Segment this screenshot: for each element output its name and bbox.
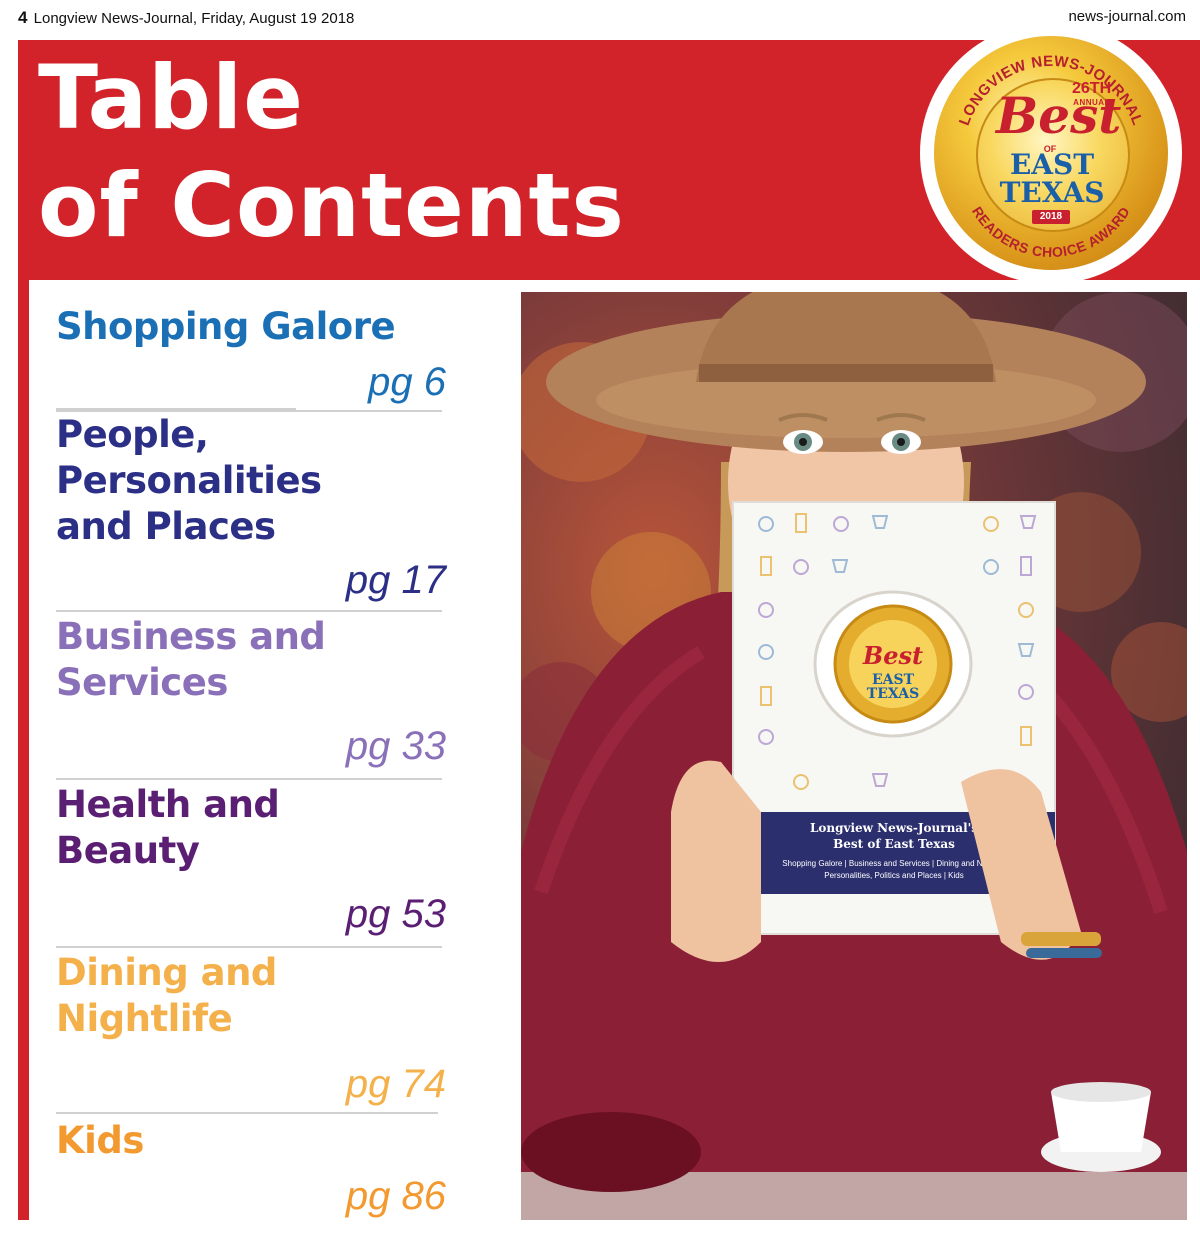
badge-east: EAST: [1009, 148, 1095, 181]
toc-page-ref: pg 6: [368, 360, 446, 404]
toc-entry-health[interactable]: Health and Beauty pg 53: [56, 782, 446, 936]
toc-section-title: Dining and Nightlife: [56, 950, 446, 1042]
book-title-line-2: Best of East Texas: [833, 837, 955, 851]
badge-annual-number: 26TH: [1072, 80, 1112, 97]
badge-of: OF: [1043, 144, 1057, 154]
badge-best: Best: [996, 86, 1122, 145]
toc-title-line: Beauty: [56, 829, 200, 872]
page-title: Table of Contents: [38, 44, 625, 260]
book-categories-line-1: Shopping Galore | Business and Services …: [782, 859, 1006, 868]
toc-section-title: Health and Beauty: [56, 782, 446, 874]
toc-page-ref: pg 17: [345, 558, 446, 602]
toc-title-line: Services: [56, 661, 228, 704]
book-medal-best: Best: [862, 641, 923, 670]
toc-title-line: Personalities: [56, 459, 322, 502]
toc-title-line: People,: [56, 413, 209, 456]
toc-divider: [56, 946, 442, 948]
toc-entry-people[interactable]: People, Personalities and Places pg 17: [56, 412, 446, 602]
cover-photo: Best EAST TEXAS Longview News-Journal's …: [521, 292, 1187, 1220]
toc-title-line: Nightlife: [56, 997, 233, 1040]
toc-section-title: Business and Services: [56, 614, 446, 706]
book-medal-east: EAST: [872, 672, 915, 688]
toc-entry-dining[interactable]: Dining and Nightlife pg 74: [56, 950, 446, 1106]
toc-divider-faint: [56, 410, 442, 412]
toc-title-line: Kids: [56, 1119, 144, 1162]
book-medal-texas: TEXAS: [867, 686, 919, 702]
badge-annual-word: ANNUAL: [1073, 98, 1110, 107]
badge-inner-disc: [976, 78, 1130, 232]
cover-photo-illustration: Best EAST TEXAS Longview News-Journal's …: [521, 292, 1187, 1220]
toc-title-line: Business and: [56, 615, 326, 658]
badge-annual: 26TH ANNUAL: [1072, 80, 1112, 110]
publication-line: Longview News-Journal, Friday, August 19…: [33, 10, 355, 27]
folio: 4 Longview News-Journal, Friday, August …: [18, 8, 354, 28]
page-header: 4 Longview News-Journal, Friday, August …: [0, 0, 1200, 36]
book-categories-line-2: Personalities, Politics and Places | Kid…: [824, 871, 963, 880]
toc-divider: [56, 778, 442, 780]
toc-entry-business[interactable]: Business and Services pg 33: [56, 614, 446, 768]
page-number: 4: [18, 8, 28, 27]
toc-divider: [56, 1112, 438, 1114]
book-title-line-1: Longview News-Journal's: [810, 821, 978, 835]
toc-page-ref: pg 86: [345, 1174, 446, 1218]
toc-title-line: Health and: [56, 783, 280, 826]
title-line-1: Table: [38, 46, 304, 149]
toc-section-title: Shopping Galore: [56, 304, 446, 350]
toc-page-ref: pg 74: [345, 1062, 446, 1106]
toc-title-line: Dining and: [56, 951, 277, 994]
toc-title-line: Shopping Galore: [56, 305, 396, 348]
toc-section-title: People, Personalities and Places: [56, 412, 446, 550]
toc-page-ref: pg 33: [345, 724, 446, 768]
toc-page-ref: pg 53: [345, 892, 446, 936]
title-line-2: of Contents: [38, 154, 625, 257]
badge-year: 2018: [1032, 210, 1070, 224]
toc-divider: [56, 408, 296, 410]
toc-section-title: Kids: [56, 1118, 446, 1164]
toc-title-line: and Places: [56, 505, 276, 548]
toc-divider: [56, 610, 442, 612]
toc-entry-kids[interactable]: Kids pg 86: [56, 1118, 446, 1218]
badge-texas: TEXAS: [999, 176, 1105, 209]
left-accent-rule: [18, 280, 29, 1220]
book-illustration: Best EAST TEXAS Longview News-Journal's …: [732, 501, 1056, 935]
website-link[interactable]: news-journal.com: [1068, 8, 1186, 25]
toc-entry-shopping[interactable]: Shopping Galore pg 6: [56, 304, 446, 404]
